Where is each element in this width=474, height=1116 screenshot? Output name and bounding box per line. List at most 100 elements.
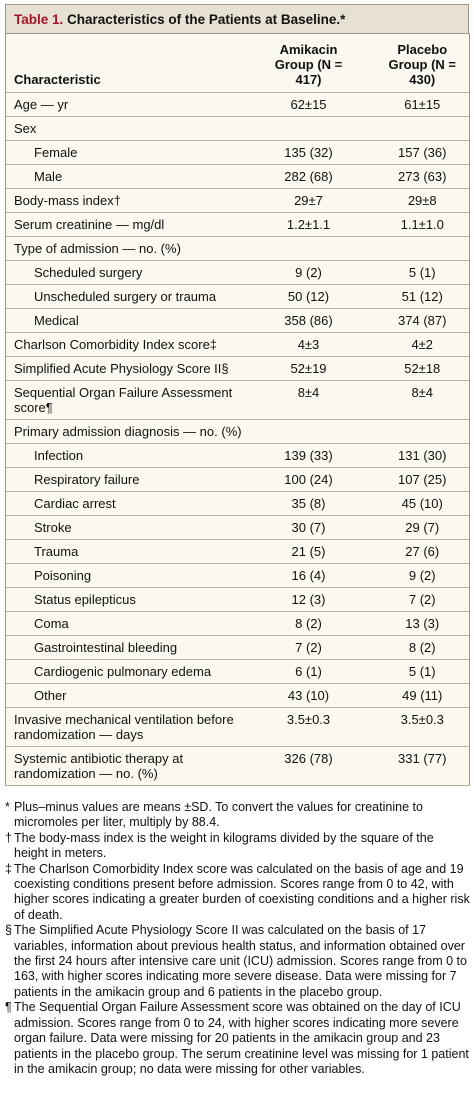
table: Characteristic Amikacin Group (N = 417) … <box>5 33 470 786</box>
row-label: Body-mass index† <box>5 188 242 213</box>
cell-value: 5 (1) <box>375 260 470 285</box>
cell-value: 3.5±0.3 <box>241 707 376 747</box>
row-label: Cardiac arrest <box>5 491 242 516</box>
cell-value: 4±3 <box>241 332 376 357</box>
group-row: Type of admission — no. (%) <box>5 236 470 261</box>
cell-value: 157 (36) <box>375 140 470 165</box>
table-label: Table 1. <box>14 12 64 27</box>
footnote: † The body-mass index is the weight in ki… <box>5 831 471 862</box>
table-row: Body-mass index† 29±7 29±8 <box>5 188 470 213</box>
column-header: Characteristic <box>5 33 242 93</box>
cell-value: 12 (3) <box>241 587 376 612</box>
cell-value: 43 (10) <box>241 683 376 708</box>
group-label: Type of admission — no. (%) <box>5 236 470 261</box>
cell-value: 7 (2) <box>375 587 470 612</box>
column-header-text: Amikacin Group (N = 417) <box>274 42 343 87</box>
table-row: Unscheduled surgery or trauma 50 (12) 51 (… <box>5 284 470 309</box>
table-container: Table 1. Characteristics of the Patients… <box>5 4 470 786</box>
row-label: Gastrointestinal bleeding <box>5 635 242 660</box>
table-row: Respiratory failure 100 (24) 107 (25) <box>5 467 470 492</box>
footnotes: * Plus–minus values are means ±SD. To con… <box>5 800 471 1077</box>
cell-value: 1.1±1.0 <box>375 212 470 237</box>
row-label: Status epilepticus <box>5 587 242 612</box>
header-row: Characteristic Amikacin Group (N = 417) … <box>5 33 470 93</box>
cell-value: 52±18 <box>375 356 470 381</box>
footnote-text: The Charlson Comorbidity Index score was… <box>14 861 470 922</box>
table-row: Poisoning 16 (4) 9 (2) <box>5 563 470 588</box>
table-row: Female 135 (32) 157 (36) <box>5 140 470 165</box>
cell-value: 29 (7) <box>375 515 470 540</box>
cell-value: 16 (4) <box>241 563 376 588</box>
row-label: Invasive mechanical ventilation before r… <box>5 707 242 747</box>
row-label: Simplified Acute Physiology Score II§ <box>5 356 242 381</box>
table-row: Sequential Organ Failure Assessment scor… <box>5 380 470 420</box>
cell-value: 131 (30) <box>375 443 470 468</box>
table-row: Other 43 (10) 49 (11) <box>5 683 470 708</box>
cell-value: 8±4 <box>375 380 470 420</box>
table-row: Medical 358 (86) 374 (87) <box>5 308 470 333</box>
table-title: Characteristics of the Patients at Basel… <box>67 12 346 27</box>
cell-value: 35 (8) <box>241 491 376 516</box>
footnote-mark: ‡ <box>5 861 12 876</box>
footnote-mark: § <box>5 923 12 938</box>
cell-value: 8 (2) <box>375 635 470 660</box>
table-row: Invasive mechanical ventilation before r… <box>5 707 470 747</box>
cell-value: 374 (87) <box>375 308 470 333</box>
row-label: Infection <box>5 443 242 468</box>
cell-value: 358 (86) <box>241 308 376 333</box>
cell-value: 9 (2) <box>375 563 470 588</box>
cell-value: 29±7 <box>241 188 376 213</box>
table-row: Gastrointestinal bleeding 7 (2) 8 (2) <box>5 635 470 660</box>
cell-value: 7 (2) <box>241 635 376 660</box>
table-row: Cardiac arrest 35 (8) 45 (10) <box>5 491 470 516</box>
cell-value: 52±19 <box>241 356 376 381</box>
row-label: Charlson Comorbidity Index score‡ <box>5 332 242 357</box>
row-label: Medical <box>5 308 242 333</box>
group-label: Sex <box>5 116 470 141</box>
row-label: Respiratory failure <box>5 467 242 492</box>
table-row: Systemic antibiotic therapy at randomiza… <box>5 746 470 786</box>
group-row: Primary admission diagnosis — no. (%) <box>5 419 470 444</box>
table-row: Coma 8 (2) 13 (3) <box>5 611 470 636</box>
cell-value: 6 (1) <box>241 659 376 684</box>
row-label: Other <box>5 683 242 708</box>
table-row: Scheduled surgery 9 (2) 5 (1) <box>5 260 470 285</box>
table-row: Status epilepticus 12 (3) 7 (2) <box>5 587 470 612</box>
table-body: Age — yr 62±15 61±15 Sex Female 135 (32) 157 (… <box>5 92 470 786</box>
cell-value: 49 (11) <box>375 683 470 708</box>
group-label: Primary admission diagnosis — no. (%) <box>5 419 470 444</box>
row-label: Stroke <box>5 515 242 540</box>
table-row: Charlson Comorbidity Index score‡ 4±3 4±2 <box>5 332 470 357</box>
cell-value: 282 (68) <box>241 164 376 189</box>
footnote-mark: ¶ <box>5 1000 12 1015</box>
table-row: Serum creatinine — mg/dl 1.2±1.1 1.1±1.0 <box>5 212 470 237</box>
cell-value: 326 (78) <box>241 746 376 786</box>
cell-value: 135 (32) <box>241 140 376 165</box>
cell-value: 62±15 <box>241 92 376 117</box>
row-label: Unscheduled surgery or trauma <box>5 284 242 309</box>
footnote: ‡ The Charlson Comorbidity Index score wa… <box>5 862 471 924</box>
cell-value: 8 (2) <box>241 611 376 636</box>
cell-value: 4±2 <box>375 332 470 357</box>
group-row: Sex <box>5 116 470 141</box>
cell-value: 3.5±0.3 <box>375 707 470 747</box>
footnote: § The Simplified Acute Physiology Score I… <box>5 923 471 1000</box>
row-label: Scheduled surgery <box>5 260 242 285</box>
cell-value: 45 (10) <box>375 491 470 516</box>
cell-value: 30 (7) <box>241 515 376 540</box>
cell-value: 9 (2) <box>241 260 376 285</box>
footnote-text: Plus–minus values are means ±SD. To conv… <box>14 800 423 830</box>
row-label: Age — yr <box>5 92 242 117</box>
cell-value: 331 (77) <box>375 746 470 786</box>
row-label: Systemic antibiotic therapy at randomiza… <box>5 746 242 786</box>
cell-value: 100 (24) <box>241 467 376 492</box>
table-header: Table 1. Characteristics of the Patients… <box>5 4 469 33</box>
cell-value: 5 (1) <box>375 659 470 684</box>
row-label: Serum creatinine — mg/dl <box>5 212 242 237</box>
footnote-text: The Sequential Organ Failure Assessment … <box>14 1000 469 1076</box>
table-row: Stroke 30 (7) 29 (7) <box>5 515 470 540</box>
cell-value: 107 (25) <box>375 467 470 492</box>
column-header: Amikacin Group (N = 417) <box>241 33 376 93</box>
